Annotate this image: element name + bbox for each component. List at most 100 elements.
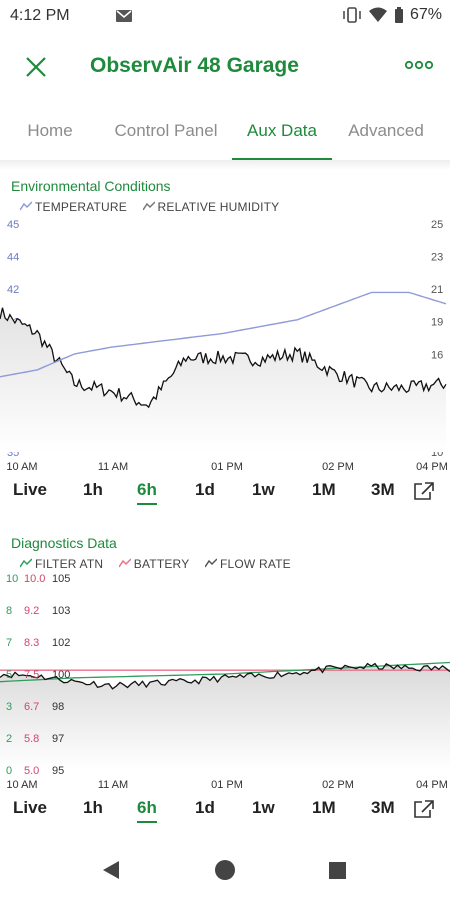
diag-flow-axis: 105 103 102 100 98 97 95 (52, 573, 70, 777)
legend-battery[interactable]: BATTERY (118, 557, 190, 571)
diag-x-axis: 10 AM 11 AM 01 PM 02 PM 04 PM (6, 779, 447, 791)
range-1h-button[interactable]: 1h (83, 798, 103, 817)
filter-tick-label: 8 (6, 605, 12, 617)
humidity-area (0, 307, 446, 452)
back-icon[interactable] (100, 859, 122, 881)
humidity-line (0, 307, 447, 409)
range-6h-button[interactable]: 6h (137, 480, 157, 505)
diag-battery-axis: 10.0 9.2 8.3 7.5 6.7 5.8 5.0 (24, 573, 45, 777)
temperature-line (0, 291, 447, 378)
range-1d-button[interactable]: 1d (195, 798, 215, 817)
legend-filter-atn-label: FILTER ATN (35, 557, 104, 571)
gmail-icon (116, 10, 132, 22)
env-range-bar: Live 1h 6h 1d 1w 1M 3M (0, 480, 450, 514)
range-3m-button[interactable]: 3M (371, 480, 395, 499)
page-title: ObservAir 48 Garage (90, 54, 299, 77)
diag-filter-axis: 10 8 7 5 3 2 0 (6, 573, 18, 777)
legend-battery-label: BATTERY (133, 557, 190, 571)
right-tick-label: 21 (431, 284, 443, 296)
expand-icon[interactable] (413, 481, 435, 501)
filter-tick-label: 2 (6, 733, 12, 745)
battery-tick-label: 9.2 (24, 605, 39, 617)
range-6h-button[interactable]: 6h (137, 798, 157, 823)
diag-chart-title: Diagnostics Data (11, 535, 117, 551)
tab-control-panel[interactable]: Control Panel (114, 121, 218, 140)
right-tick-label: 25 (431, 219, 443, 231)
legend-humidity[interactable]: RELATIVE HUMIDITY (142, 200, 280, 214)
battery-tick-label: 5.0 (24, 765, 39, 777)
battery-tick-label: 5.8 (24, 733, 39, 745)
x-tick-label: 02 PM (322, 461, 354, 473)
right-tick-label: 19 (431, 317, 443, 329)
range-live-button[interactable]: Live (13, 798, 48, 817)
flow-rate-line (0, 662, 450, 690)
legend-temperature-label: TEMPERATURE (35, 200, 127, 214)
range-1w-button[interactable]: 1w (252, 798, 275, 817)
tab-aux-data[interactable]: Aux Data (232, 102, 332, 161)
x-tick-label: 04 PM (416, 461, 448, 473)
flow-tick-label: 98 (52, 701, 64, 713)
env-x-axis: 10 AM 11 AM 01 PM 02 PM 04 PM (6, 461, 447, 473)
tab-advanced[interactable]: Advanced (348, 121, 424, 140)
flow-tick-label: 105 (52, 573, 70, 585)
close-icon[interactable] (24, 55, 48, 79)
x-tick-label: 01 PM (211, 779, 243, 791)
x-tick-label: 01 PM (211, 461, 243, 473)
x-tick-label: 04 PM (416, 779, 448, 791)
legend-humidity-label: RELATIVE HUMIDITY (157, 200, 280, 214)
filter-tick-label: 5 (6, 669, 12, 681)
line-chart-icon (118, 558, 131, 568)
status-bar: 4:12 PM 67% (0, 0, 450, 32)
legend-temperature[interactable]: TEMPERATURE (20, 200, 127, 214)
legend-filter-atn[interactable]: FILTER ATN (20, 557, 103, 571)
flow-tick-label: 100 (52, 669, 70, 681)
battery-tick-label: 6.7 (24, 701, 39, 713)
status-icons: 67% (342, 6, 442, 24)
left-tick-label: 42 (7, 284, 19, 296)
x-tick-label: 11 AM (98, 779, 128, 791)
range-1w-button[interactable]: 1w (252, 480, 275, 499)
filter-tick-label: 7 (6, 637, 12, 649)
legend-flow-rate[interactable]: FLOW RATE (204, 557, 291, 571)
battery-percent: 67% (409, 6, 442, 23)
flow-tick-label: 102 (52, 637, 70, 649)
line-chart-icon (204, 558, 217, 568)
filter-tick-label: 0 (6, 765, 12, 777)
line-chart-icon (20, 558, 32, 568)
x-tick-label: 02 PM (322, 779, 354, 791)
x-tick-label: 10 AM (6, 779, 37, 791)
range-1d-button[interactable]: 1d (195, 480, 215, 499)
range-3m-button[interactable]: 3M (371, 798, 395, 817)
expand-icon[interactable] (413, 799, 435, 819)
system-nav-bar (0, 835, 450, 900)
diag-range-bar: Live 1h 6h 1d 1w 1M 3M (0, 798, 450, 832)
flow-tick-label: 103 (52, 605, 70, 617)
recents-icon[interactable] (328, 861, 348, 881)
flow-rate-area (0, 663, 450, 770)
battery-tick-label: 7.5 (24, 669, 39, 681)
left-tick-label: 45 (7, 219, 19, 231)
x-tick-label: 11 AM (98, 461, 128, 473)
tab-shadow (0, 160, 450, 170)
filter-tick-label: 10 (6, 573, 18, 585)
legend-flow-rate-label: FLOW RATE (219, 557, 291, 571)
range-1m-button[interactable]: 1M (312, 798, 336, 817)
more-icon[interactable] (404, 60, 434, 70)
status-time: 4:12 PM (10, 7, 70, 24)
flow-tick-label: 97 (52, 733, 64, 745)
range-1h-button[interactable]: 1h (83, 480, 103, 499)
env-legend: TEMPERATURE RELATIVE HUMIDITY (20, 200, 291, 214)
range-1m-button[interactable]: 1M (312, 480, 336, 499)
app-bar: ObservAir 48 Garage (0, 32, 450, 102)
tab-bar: Home Control Panel Aux Data Advanced (0, 102, 450, 161)
right-tick-label: 23 (431, 252, 443, 264)
left-tick-label: 44 (7, 252, 19, 264)
env-chart[interactable]: 4544424139383635 2523211916141210 10 AM1… (0, 212, 450, 474)
right-tick-label: 16 (431, 349, 443, 361)
tab-home[interactable]: Home (27, 121, 73, 140)
filter-tick-label: 3 (6, 701, 12, 713)
home-icon[interactable] (214, 859, 236, 881)
battery-tick-label: 8.3 (24, 637, 39, 649)
range-live-button[interactable]: Live (13, 480, 48, 499)
